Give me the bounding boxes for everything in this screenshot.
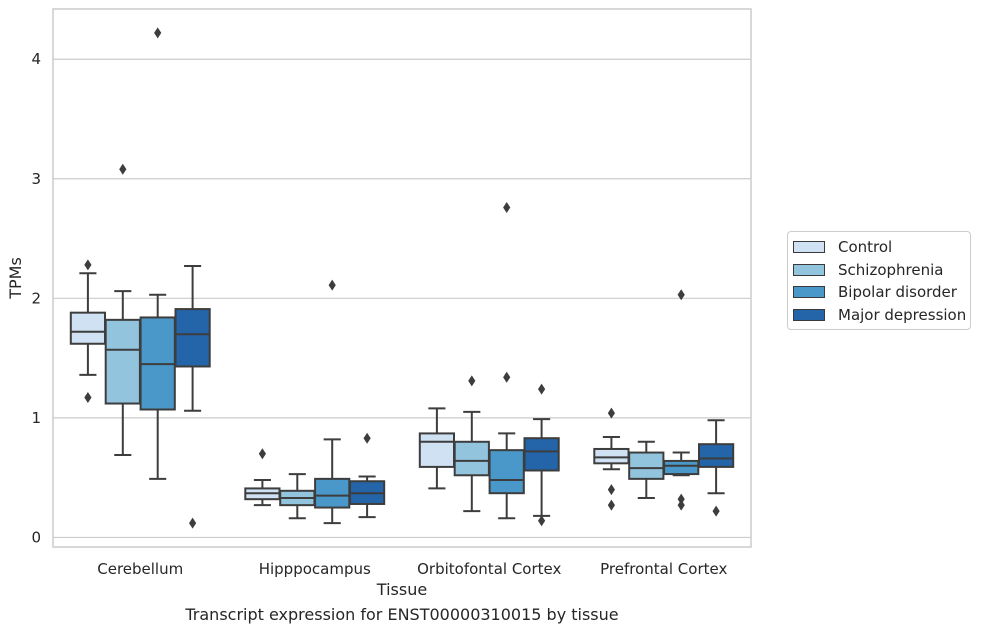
outlier-point [468, 375, 476, 387]
x-tick-label: Hipppocampus [259, 560, 371, 578]
legend-item: Schizophrenia [788, 259, 970, 282]
outlier-point [677, 493, 685, 505]
box-iqr [104, 318, 141, 405]
legend-item: Major depression [788, 304, 970, 327]
box-3-2 [663, 289, 700, 511]
box-1-2 [314, 279, 351, 525]
legend-label: Bipolar disorder [838, 283, 957, 302]
box-0-1 [104, 163, 141, 456]
y-tick-label: 2 [31, 289, 41, 307]
box-iqr [174, 308, 211, 368]
y-tick-label: 4 [31, 50, 41, 68]
box-iqr [314, 477, 351, 509]
outlier-point [607, 499, 615, 511]
box-3-3 [697, 419, 735, 517]
outlier-point [189, 517, 197, 529]
box-iqr [453, 440, 490, 477]
outlier-point [84, 392, 92, 404]
outlier-point [363, 432, 371, 444]
figure-caption: Transcript expression for ENST0000031001… [185, 605, 619, 624]
legend-item: Control [788, 236, 970, 259]
legend: Control Schizophrenia Bipolar disorder Majo… [787, 231, 971, 330]
x-axis-label: Tissue [376, 580, 427, 599]
outlier-point [119, 163, 127, 175]
box-2-2 [488, 201, 525, 520]
outlier-point [328, 279, 336, 291]
box-iqr [628, 451, 665, 480]
outlier-point [503, 371, 511, 383]
box-iqr [523, 437, 560, 472]
legend-swatch [793, 263, 825, 276]
box-2-0 [418, 407, 456, 490]
box-0-2 [139, 27, 176, 480]
outlier-point [538, 515, 546, 527]
box-1-3 [348, 432, 386, 519]
legend-label: Schizophrenia [838, 260, 944, 279]
box-0-0 [69, 259, 107, 404]
outlier-point [84, 259, 92, 271]
legend-item: Bipolar disorder [788, 281, 970, 304]
y-axis-label: TPMs [6, 257, 25, 300]
plot-frame [52, 8, 752, 548]
outlier-point [258, 448, 266, 460]
legend-swatch [793, 308, 825, 321]
legend-label: Major depression [838, 305, 967, 324]
outlier-point [677, 289, 685, 301]
x-tick-label: Prefrontal Cortex [600, 560, 727, 578]
box-iqr [69, 311, 107, 345]
outlier-point [154, 27, 162, 39]
legend-swatch [793, 286, 825, 299]
y-tick-label: 3 [31, 170, 41, 188]
box-3-0 [593, 407, 630, 511]
box-iqr [418, 432, 456, 468]
box-iqr [663, 459, 700, 476]
outlier-point [712, 505, 720, 517]
box-1-1 [279, 473, 316, 520]
legend-swatch [793, 241, 825, 254]
legend-label: Control [838, 238, 893, 257]
x-tick-label: Cerebellum [97, 560, 183, 578]
outlier-point [503, 201, 511, 213]
box-2-3 [523, 383, 560, 527]
x-tick-label: Orbitofontal Cortex [417, 560, 561, 578]
outlier-point [607, 407, 615, 419]
box-iqr [697, 443, 735, 468]
y-tick-label: 1 [31, 409, 41, 427]
outlier-point [677, 499, 685, 511]
box-0-3 [174, 265, 211, 529]
box-2-1 [453, 375, 490, 513]
y-tick-label: 0 [31, 528, 41, 546]
outlier-point [607, 484, 615, 496]
box-iqr [488, 449, 525, 495]
outlier-point [538, 383, 546, 395]
box-3-1 [628, 440, 665, 499]
box-iqr [593, 447, 630, 465]
